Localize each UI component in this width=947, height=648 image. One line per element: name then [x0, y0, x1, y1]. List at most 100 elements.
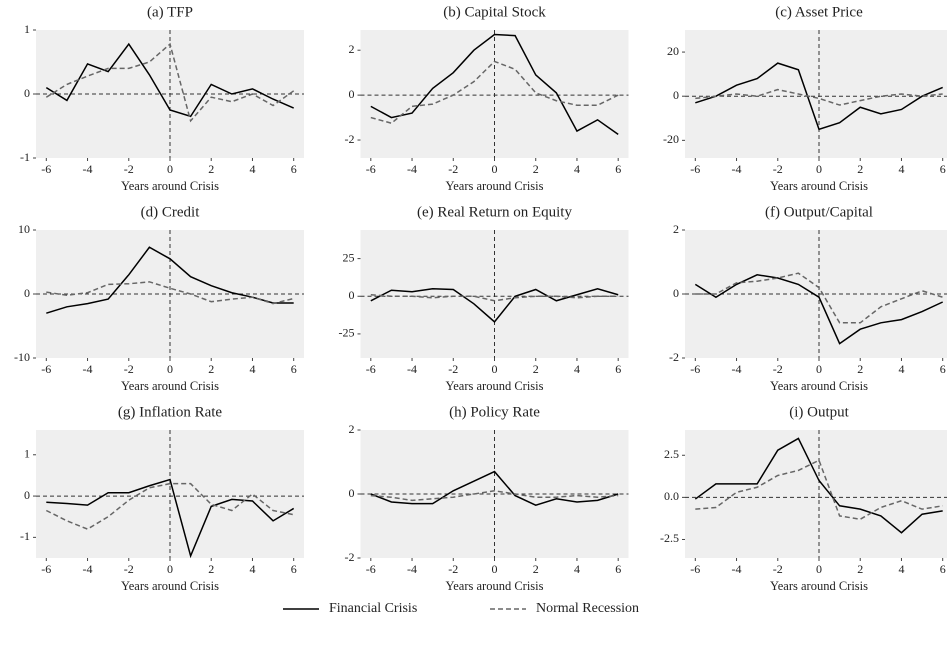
x-tick-label: 2 [857, 362, 863, 376]
x-tick-label: 4 [574, 162, 580, 176]
x-tick-label: -2 [124, 362, 134, 376]
y-tick-label: 25 [343, 250, 355, 264]
series-line [695, 272, 943, 324]
y-tick-label: 0 [349, 288, 355, 302]
x-tick-label: 6 [291, 362, 297, 376]
x-tick-label: 4 [249, 162, 255, 176]
x-tick-label: 0 [167, 562, 173, 576]
x-tick-label: 2 [533, 562, 539, 576]
x-tick-label: 2 [208, 562, 214, 576]
series-line [694, 437, 943, 534]
x-tick-label: -6 [41, 362, 51, 376]
x-tick-label: 0 [167, 162, 173, 176]
y-tick-label: -1 [20, 150, 30, 164]
x-tick-label: 2 [533, 162, 539, 176]
series-line [370, 287, 619, 323]
x-axis-label: Years around Crisis [445, 379, 543, 393]
series-line [695, 88, 943, 106]
panel-title: (h) Policy Rate [449, 404, 540, 420]
panel-title: (b) Capital Stock [443, 4, 546, 20]
x-axis-label: Years around Crisis [770, 579, 868, 593]
x-tick-label: -2 [124, 562, 134, 576]
y-tick-label: -2 [345, 132, 355, 146]
x-tick-label: -4 [732, 562, 742, 576]
x-tick-label: 0 [492, 562, 498, 576]
plot-background [685, 230, 947, 358]
panel: (h) Policy Rate Years around Crisis -6 -4 -2… [345, 404, 629, 593]
x-tick-label: -6 [690, 362, 700, 376]
x-tick-label: -6 [41, 162, 51, 176]
x-tick-label: -4 [83, 562, 93, 576]
y-tick-label: 0 [24, 86, 30, 100]
x-tick-label: 6 [291, 562, 297, 576]
x-tick-label: -2 [448, 362, 458, 376]
y-tick-label: -2 [345, 550, 355, 564]
y-tick-label: -25 [339, 326, 355, 340]
y-tick-label: 20 [667, 44, 679, 58]
x-axis-label: Years around Crisis [770, 379, 868, 393]
x-tick-label: 2 [208, 362, 214, 376]
x-tick-label: -6 [366, 362, 376, 376]
x-tick-label: 4 [574, 362, 580, 376]
y-tick-label: -2.5 [660, 531, 679, 545]
panel-title: (f) Output/Capital [765, 204, 873, 220]
plot-background [685, 430, 947, 558]
series-line [45, 482, 294, 530]
series-line [370, 60, 619, 125]
y-tick-label: 10 [18, 222, 30, 236]
series-line [45, 42, 295, 123]
y-tick-label: 0 [24, 286, 30, 300]
y-tick-label: 0 [349, 87, 355, 101]
y-tick-label: 1 [24, 22, 30, 36]
x-tick-label: -4 [732, 362, 742, 376]
x-tick-label: 6 [615, 362, 621, 376]
panel: (c) Asset Price Years around Crisis -6 -4 -2… [663, 4, 947, 193]
x-tick-label: 4 [249, 362, 255, 376]
x-tick-label: -6 [41, 562, 51, 576]
x-tick-label: -2 [448, 562, 458, 576]
panel-title: (a) TFP [147, 4, 193, 20]
panel: (d) Credit Years around Crisis -6 -4 -2 0 2 4 6 -… [14, 204, 304, 393]
x-tick-label: -4 [407, 562, 417, 576]
x-tick-label: -2 [773, 362, 783, 376]
series-line [370, 490, 619, 502]
x-tick-label: -4 [407, 362, 417, 376]
y-tick-label: 2.5 [664, 447, 679, 461]
y-tick-label: -20 [663, 132, 679, 146]
y-tick-label: 0.0 [664, 489, 679, 503]
x-axis-label: Years around Crisis [121, 579, 219, 593]
panel-title: (g) Inflation Rate [118, 404, 222, 420]
x-axis-label: Years around Crisis [770, 179, 868, 193]
x-axis-label: Years around Crisis [121, 179, 219, 193]
x-tick-label: 6 [615, 562, 621, 576]
y-tick-label: 2 [349, 422, 355, 436]
x-tick-label: -4 [732, 162, 742, 176]
series-line [45, 42, 294, 118]
panel-title: (e) Real Return on Equity [417, 204, 572, 220]
x-tick-label: -2 [448, 162, 458, 176]
y-tick-label: -2 [669, 350, 679, 364]
x-axis-label: Years around Crisis [445, 179, 543, 193]
y-tick-label: 2 [673, 222, 679, 236]
x-tick-label: 6 [940, 162, 946, 176]
y-tick-label: -1 [20, 529, 30, 543]
x-tick-label: 6 [940, 362, 946, 376]
x-tick-label: -2 [773, 562, 783, 576]
x-tick-label: 0 [492, 162, 498, 176]
y-tick-label: 2 [349, 42, 355, 56]
x-tick-label: 4 [898, 162, 904, 176]
panel: (i) Output Years around Crisis -6 -4 -2 0 2 4 6 -… [660, 404, 947, 593]
x-tick-label: -2 [124, 162, 134, 176]
x-tick-label: -4 [83, 162, 93, 176]
legend-label: Financial Crisis [329, 601, 417, 616]
x-tick-label: 2 [857, 162, 863, 176]
y-tick-label: 0 [673, 88, 679, 102]
panel-title: (c) Asset Price [775, 4, 863, 20]
x-tick-label: 2 [208, 162, 214, 176]
y-tick-label: 1 [24, 447, 30, 461]
y-tick-label: 0 [673, 286, 679, 300]
y-tick-label: 0 [24, 488, 30, 502]
x-tick-label: 0 [167, 362, 173, 376]
series-line [694, 274, 944, 345]
series-line [695, 62, 943, 131]
